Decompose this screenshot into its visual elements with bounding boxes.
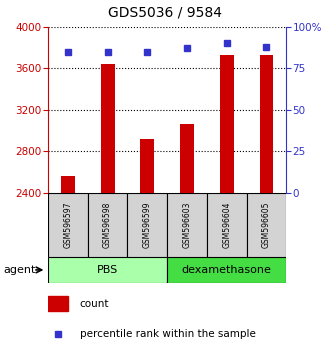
Bar bbox=[48, 257, 167, 283]
Text: GDS5036 / 9584: GDS5036 / 9584 bbox=[109, 5, 222, 19]
Bar bbox=[127, 193, 167, 257]
Bar bbox=[167, 257, 286, 283]
Text: percentile rank within the sample: percentile rank within the sample bbox=[79, 329, 256, 339]
Bar bbox=[207, 193, 247, 257]
Text: count: count bbox=[79, 298, 109, 309]
Text: dexamethasone: dexamethasone bbox=[182, 265, 272, 275]
Bar bbox=[48, 193, 88, 257]
Text: PBS: PBS bbox=[97, 265, 118, 275]
Bar bbox=[61, 176, 75, 193]
Bar bbox=[180, 124, 194, 193]
Bar bbox=[88, 193, 127, 257]
Bar bbox=[101, 64, 115, 193]
Bar bbox=[247, 193, 286, 257]
Bar bbox=[220, 55, 234, 193]
Bar bbox=[48, 296, 68, 311]
Text: GSM596603: GSM596603 bbox=[182, 201, 192, 248]
Text: GSM596599: GSM596599 bbox=[143, 201, 152, 248]
Bar bbox=[260, 55, 273, 193]
Bar bbox=[167, 193, 207, 257]
Text: GSM596604: GSM596604 bbox=[222, 201, 231, 248]
Text: GSM596605: GSM596605 bbox=[262, 201, 271, 248]
Bar bbox=[140, 139, 154, 193]
Text: GSM596598: GSM596598 bbox=[103, 201, 112, 248]
Text: GSM596597: GSM596597 bbox=[63, 201, 72, 248]
Text: agent: agent bbox=[3, 265, 36, 275]
